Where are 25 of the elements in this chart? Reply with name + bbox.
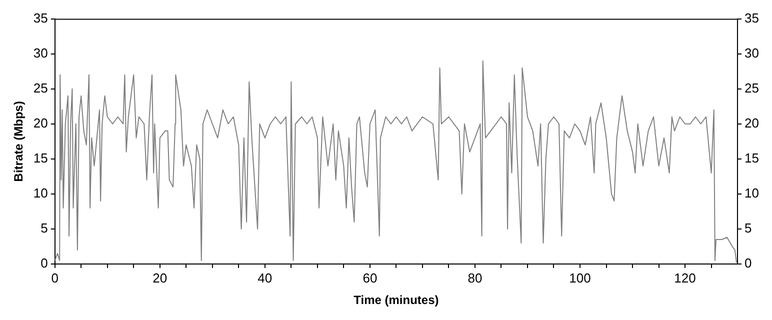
y-tick-label: 35	[33, 10, 48, 26]
x-tick-label: 40	[258, 270, 272, 286]
y2-tick-label: 10	[744, 186, 760, 201]
y2-tick-label: 15	[744, 150, 760, 166]
y2-tick-label: 0	[744, 256, 752, 271]
y-tick-label: 10	[33, 186, 48, 201]
y2-tick-label: 5	[744, 220, 752, 236]
y-tick-label: 15	[33, 150, 48, 166]
x-tick-label: 0	[51, 270, 58, 286]
y-axis-title: Bitrate (Mbps)	[12, 101, 26, 182]
x-tick-label: 80	[468, 270, 482, 286]
y-tick-label: 30	[33, 45, 48, 60]
y2-tick-label: 35	[744, 10, 760, 26]
x-tick-label: 60	[362, 270, 378, 286]
x-axis-title: Time (minutes)	[354, 293, 439, 308]
x-tick-label: 120	[674, 270, 696, 286]
y2-tick-label: 20	[744, 115, 760, 130]
x-tick-label: 100	[569, 270, 591, 286]
y-tick-label: 0	[40, 256, 48, 271]
x-tick-label: 20	[152, 270, 168, 286]
y2-tick-label: 25	[744, 80, 760, 96]
y-tick-label: 25	[33, 80, 48, 96]
y-tick-label: 20	[33, 115, 48, 130]
y2-tick-label: 30	[744, 45, 760, 60]
y-tick-label: 5	[40, 220, 48, 236]
